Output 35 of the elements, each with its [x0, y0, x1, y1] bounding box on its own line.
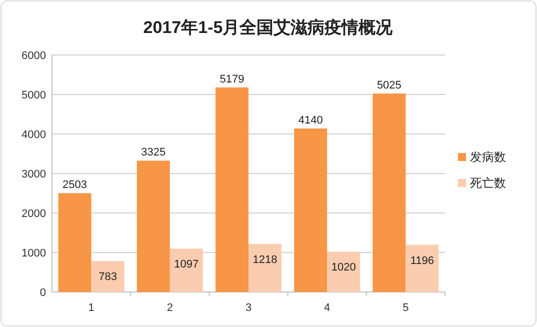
data-label: 1097 — [174, 258, 199, 271]
y-tick-label: 2000 — [22, 208, 46, 220]
x-tick-label: 3 — [245, 302, 252, 314]
x-tick-label: 4 — [324, 302, 330, 314]
data-label: 5025 — [376, 80, 402, 92]
y-tick-label: 5000 — [22, 90, 46, 102]
data-label: 1020 — [331, 262, 356, 274]
data-label: 1218 — [252, 254, 278, 266]
x-tick-label: 5 — [402, 302, 409, 314]
bar — [215, 87, 248, 292]
bar — [372, 94, 406, 292]
y-tick-label: 1000 — [22, 248, 46, 260]
y-tick-label: 6000 — [22, 50, 46, 62]
data-label: 783 — [98, 271, 117, 284]
bar — [406, 244, 439, 292]
chart-title: 2017年1-5月全国艾滋病疫情概况 — [143, 18, 394, 37]
y-tick-label: 3000 — [22, 168, 46, 180]
data-label: 5179 — [220, 73, 244, 86]
x-tick-label: 1 — [88, 302, 94, 314]
y-tick-label: 4000 — [22, 129, 46, 141]
y-tick-label: 0 — [40, 287, 46, 299]
bar — [58, 193, 92, 292]
data-label: 2503 — [62, 179, 88, 192]
bar — [136, 160, 170, 292]
bar — [294, 128, 328, 292]
bar — [170, 248, 203, 292]
legend-label: 死亡数 — [470, 176, 506, 190]
data-label: 1196 — [410, 254, 434, 267]
data-label: 4140 — [298, 114, 323, 126]
bar — [248, 244, 282, 292]
x-tick-label: 2 — [166, 302, 173, 314]
legend-label: 发病数 — [470, 150, 506, 164]
data-label: 3325 — [141, 146, 166, 159]
bar — [91, 261, 124, 292]
bar — [327, 252, 360, 292]
